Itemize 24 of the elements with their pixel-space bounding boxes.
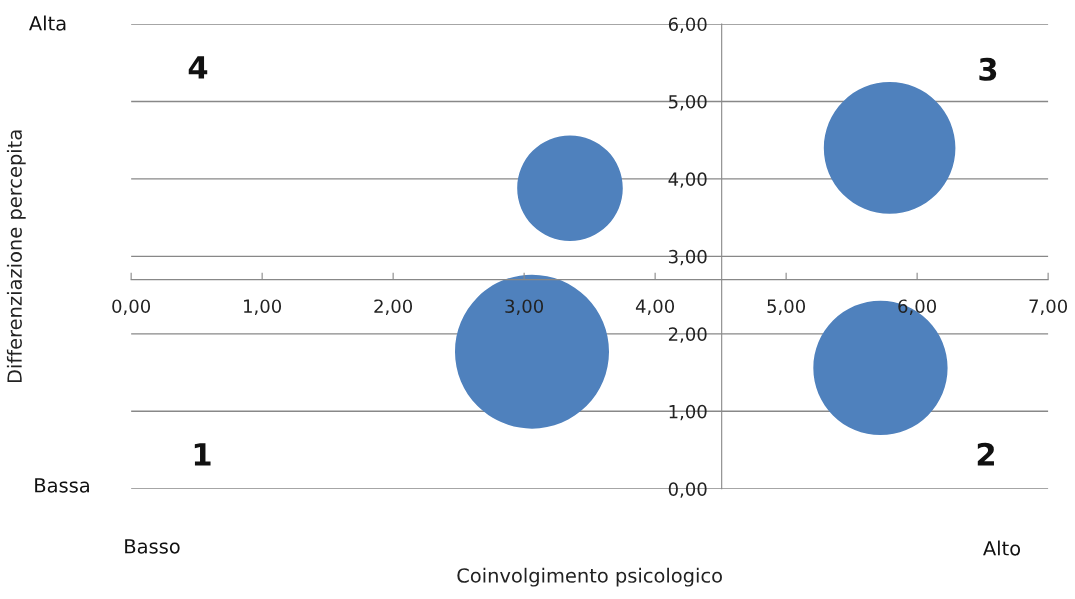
x-tick-label: 5,00 (767, 299, 806, 315)
x-tick-label: 4,00 (635, 299, 675, 315)
x-tick-label: 3,00 (505, 299, 544, 315)
annotation: 2 (977, 442, 994, 466)
y-tick-label: 4,00 (668, 172, 707, 188)
text: Alto (983, 540, 1021, 556)
y-tick-label: 6,00 (668, 17, 707, 33)
annotation: 3 (979, 57, 997, 81)
annotation: 1 (194, 443, 211, 466)
x-tick-label: 2,00 (374, 299, 413, 315)
text: Basso (125, 539, 180, 554)
y-tick-label: 5,00 (668, 94, 707, 111)
x-tick-label: 0,00 (112, 299, 151, 315)
x-tick-label: 1,00 (244, 299, 282, 315)
y-tick-label: 2,00 (668, 327, 707, 343)
text: Bassa (35, 478, 89, 493)
x-tick-label: 7,00 (1029, 299, 1068, 315)
x-axis-title: Coinvolgimento psicologico (457, 567, 722, 587)
y-tick-label: 0,00 (668, 482, 707, 498)
annotation: 4 (188, 56, 208, 79)
y-tick-label: 3,00 (668, 249, 707, 266)
y-tick-label: 1,00 (669, 404, 707, 421)
y-axis-title: Differenziazione percepita (6, 130, 26, 383)
text: Alta (29, 15, 66, 31)
